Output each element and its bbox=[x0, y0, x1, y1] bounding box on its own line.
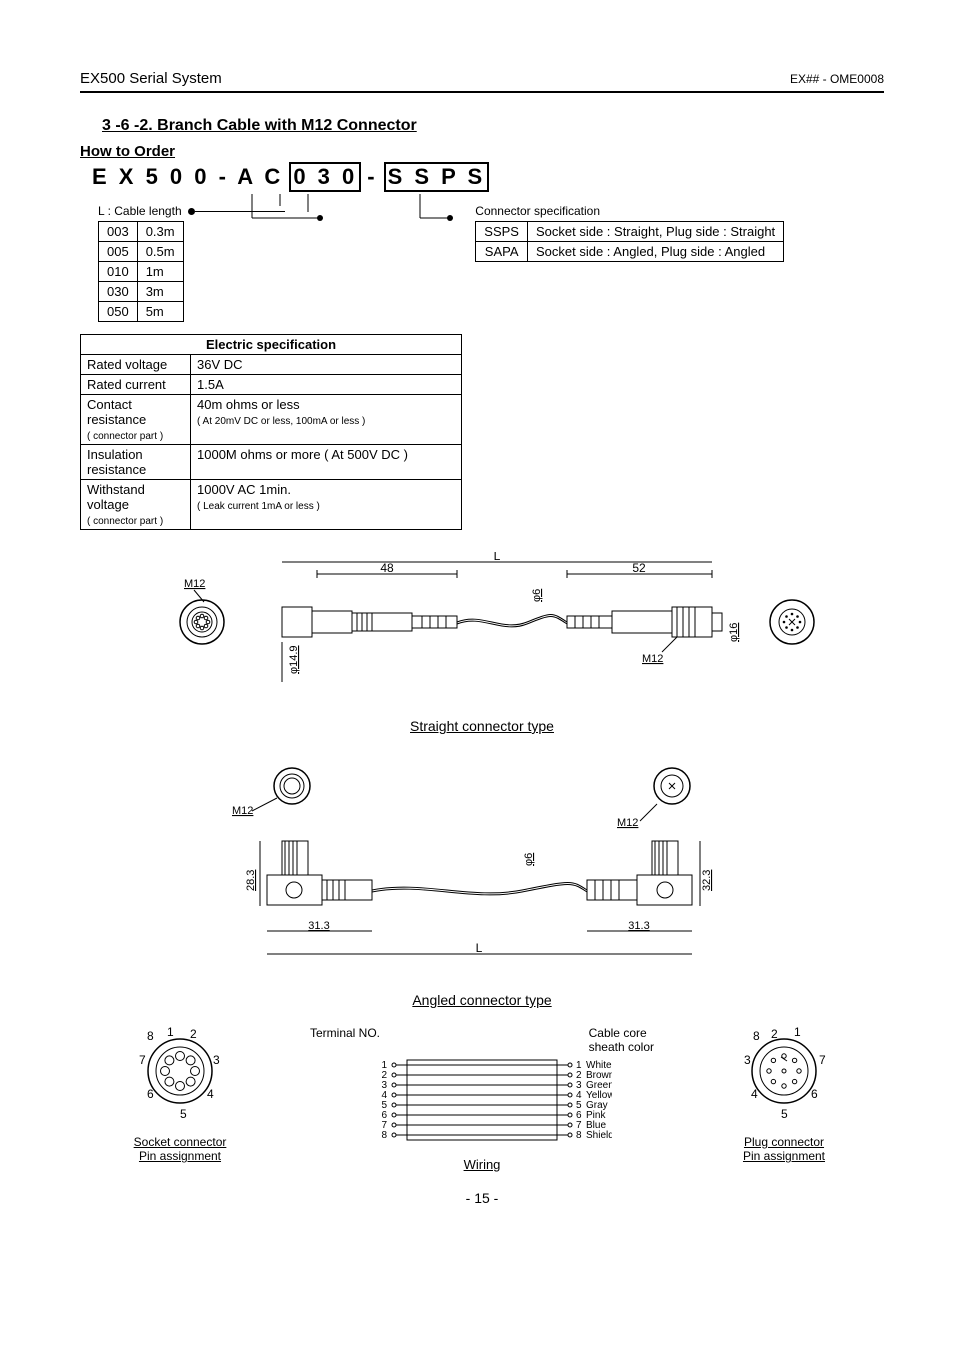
conn-val: Socket side : Angled, Plug side : Angled bbox=[527, 242, 783, 262]
svg-text:28.3: 28.3 bbox=[245, 870, 257, 891]
svg-text:31.3: 31.3 bbox=[628, 920, 649, 932]
straight-caption: Straight connector type bbox=[80, 718, 884, 734]
svg-text:4: 4 bbox=[207, 1087, 214, 1101]
length-val: 5m bbox=[137, 302, 183, 322]
length-code: 030 bbox=[99, 282, 138, 302]
spec-key: Insulation resistance bbox=[81, 445, 191, 480]
svg-text:3: 3 bbox=[213, 1053, 220, 1067]
order-box-length: 0 3 0 bbox=[289, 162, 361, 192]
wiring-block: Terminal NO. Cable core sheath color 11W… bbox=[280, 1026, 684, 1172]
spec-key: Rated current bbox=[81, 375, 191, 395]
spec-key: Contact resistance( connector part ) bbox=[81, 395, 191, 445]
order-code: E X 5 0 0 - A C 0 3 0 - S S P S bbox=[92, 162, 884, 192]
straight-diagram: L 48 52 M12 bbox=[80, 552, 884, 712]
length-val: 0.5m bbox=[137, 242, 183, 262]
page-number: - 15 - bbox=[80, 1190, 884, 1206]
spec-val: 36V DC bbox=[191, 355, 462, 375]
spec-val: 1000M ohms or more ( At 500V DC ) bbox=[191, 445, 462, 480]
spec-title: Electric specification bbox=[81, 335, 462, 355]
section-title: 3 -6 -2. Branch Cable with M12 Connector bbox=[102, 117, 884, 135]
svg-text:2: 2 bbox=[190, 1027, 197, 1041]
svg-text:M12: M12 bbox=[642, 653, 663, 665]
sheath-color-label: sheath color bbox=[589, 1040, 654, 1054]
wiring-caption: Wiring bbox=[280, 1157, 684, 1172]
socket-pin-caption: Socket connector Pin assignment bbox=[80, 1135, 280, 1164]
svg-text:M12: M12 bbox=[232, 805, 253, 817]
svg-text:φ16: φ16 bbox=[728, 623, 740, 642]
spec-key: Rated voltage bbox=[81, 355, 191, 375]
socket-pin-block: 1 2 3 4 5 6 7 8 Socket connector Pin ass… bbox=[80, 1026, 280, 1164]
svg-text:1: 1 bbox=[794, 1026, 801, 1039]
svg-text:8: 8 bbox=[576, 1130, 582, 1141]
angled-diagram: M12 M12 bbox=[80, 756, 884, 986]
svg-text:8: 8 bbox=[381, 1130, 387, 1141]
svg-text:φ6: φ6 bbox=[523, 853, 535, 866]
svg-text:4: 4 bbox=[751, 1087, 758, 1101]
doc-title-left: EX500 Serial System bbox=[80, 70, 222, 87]
svg-text:2: 2 bbox=[771, 1027, 778, 1041]
spec-key: Withstand voltage( connector part ) bbox=[81, 480, 191, 530]
svg-text:φ6: φ6 bbox=[531, 589, 543, 602]
svg-text:M12: M12 bbox=[184, 578, 205, 590]
length-code: 010 bbox=[99, 262, 138, 282]
spec-val: 1.5A bbox=[191, 375, 462, 395]
svg-text:48: 48 bbox=[380, 561, 394, 575]
spec-val: 40m ohms or less( At 20mV DC or less, 10… bbox=[191, 395, 462, 445]
spec-val: 1000V AC 1min.( Leak current 1mA or less… bbox=[191, 480, 462, 530]
svg-text:8: 8 bbox=[147, 1029, 154, 1043]
svg-text:φ14.9: φ14.9 bbox=[288, 645, 300, 674]
svg-text:M12: M12 bbox=[617, 817, 638, 829]
svg-text:7: 7 bbox=[139, 1053, 146, 1067]
order-prefix: E X 5 0 0 - A C bbox=[92, 164, 283, 190]
svg-text:52: 52 bbox=[632, 561, 646, 575]
length-val: 3m bbox=[137, 282, 183, 302]
svg-text:5: 5 bbox=[180, 1107, 187, 1121]
angled-caption: Angled connector type bbox=[80, 992, 884, 1008]
svg-text:L: L bbox=[494, 552, 501, 563]
svg-text:31.3: 31.3 bbox=[308, 920, 329, 932]
electric-spec-table: Electric specification Rated voltage36V … bbox=[80, 334, 462, 530]
length-table: 0030.3m0050.5m0101m0303m0505m bbox=[98, 221, 184, 322]
leader-lines bbox=[120, 194, 820, 234]
plug-pin-caption: Plug connector Pin assignment bbox=[684, 1135, 884, 1164]
cable-core-label: Cable core bbox=[589, 1026, 647, 1040]
how-to-order-heading: How to Order bbox=[80, 143, 884, 160]
svg-text:1: 1 bbox=[167, 1026, 174, 1039]
svg-text:3: 3 bbox=[744, 1053, 751, 1067]
terminal-no-label: Terminal NO. bbox=[310, 1026, 380, 1054]
length-code: 005 bbox=[99, 242, 138, 262]
svg-text:Shield: Shield bbox=[586, 1130, 612, 1141]
length-code: 050 bbox=[99, 302, 138, 322]
length-val: 1m bbox=[137, 262, 183, 282]
svg-text:7: 7 bbox=[819, 1053, 826, 1067]
order-dash: - bbox=[367, 164, 377, 190]
header-rule bbox=[80, 91, 884, 93]
svg-text:8: 8 bbox=[753, 1029, 760, 1043]
order-box-conn: S S P S bbox=[384, 162, 490, 192]
svg-text:L: L bbox=[476, 941, 483, 955]
svg-text:5: 5 bbox=[781, 1107, 788, 1121]
conn-code: SAPA bbox=[476, 242, 528, 262]
plug-pin-block: 1 2 3 4 5 6 7 8 Plug connector Pin assig… bbox=[684, 1026, 884, 1164]
svg-text:6: 6 bbox=[147, 1087, 154, 1101]
svg-text:6: 6 bbox=[811, 1087, 818, 1101]
svg-text:32.3: 32.3 bbox=[701, 870, 713, 891]
doc-title-right: EX## - OME0008 bbox=[790, 72, 884, 86]
